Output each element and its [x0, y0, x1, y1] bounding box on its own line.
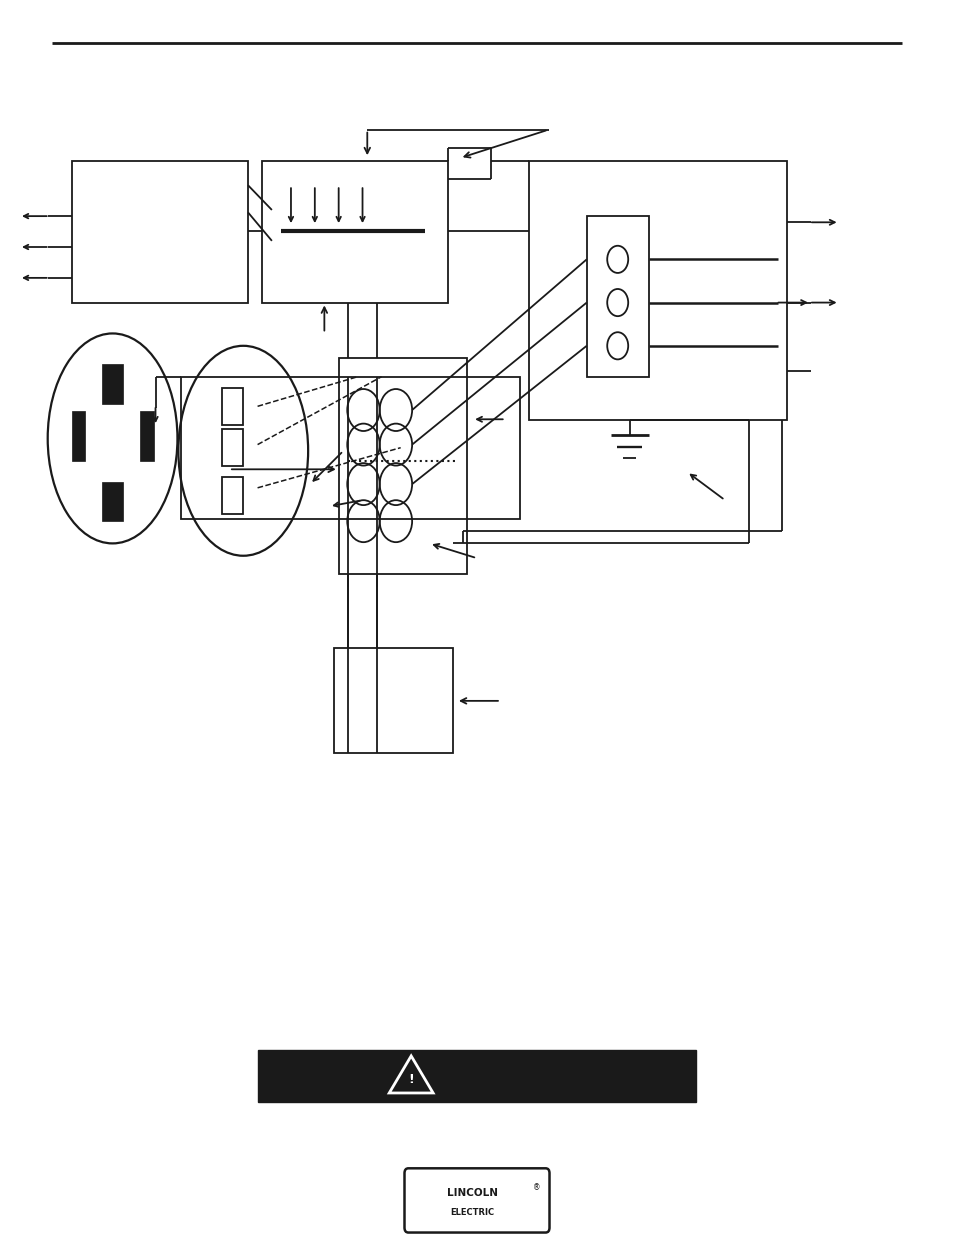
Bar — [262, 161, 448, 303]
Bar — [529, 161, 786, 420]
Text: ELECTRIC: ELECTRIC — [450, 1208, 494, 1218]
Bar — [102, 364, 123, 404]
Text: LINCOLN: LINCOLN — [446, 1188, 497, 1198]
Bar — [71, 411, 85, 461]
Polygon shape — [389, 1056, 433, 1093]
Bar — [71, 161, 248, 303]
Text: ®: ® — [533, 1183, 540, 1193]
Bar — [181, 377, 519, 519]
Bar — [102, 482, 123, 521]
Bar — [257, 1050, 696, 1102]
Bar — [222, 388, 243, 425]
Bar — [140, 411, 153, 461]
Bar — [334, 648, 453, 753]
Text: !: ! — [408, 1073, 414, 1086]
Bar — [338, 358, 467, 574]
Bar — [222, 477, 243, 514]
Bar — [586, 216, 648, 377]
Bar — [222, 429, 243, 466]
